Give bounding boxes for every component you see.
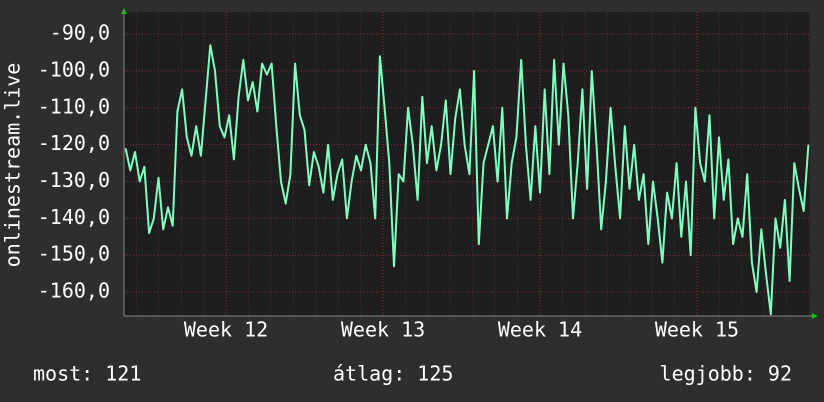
y-tick-label: -130,0: [38, 168, 110, 192]
x-tick-label: Week 14: [498, 318, 582, 342]
x-tick-label: Week 15: [655, 318, 739, 342]
x-tick-label: Week 12: [184, 318, 268, 342]
y-tick-label: -90,0: [50, 21, 110, 45]
y-tick-label: -160,0: [38, 279, 110, 303]
y-tick-label: -150,0: [38, 242, 110, 266]
footer-current: most: 121: [33, 362, 141, 386]
y-tick-label: -110,0: [38, 94, 110, 118]
x-tick-label: Week 13: [341, 318, 425, 342]
y-tick-label: -140,0: [38, 205, 110, 229]
data-line: [124, 44, 810, 316]
footer-best: legjobb: 92: [660, 362, 792, 386]
y-tick-label: -120,0: [38, 131, 110, 155]
footer-average: átlag: 125: [333, 362, 453, 386]
y-tick-label: -100,0: [38, 57, 110, 81]
axis-arrow: [812, 313, 818, 319]
y-axis-label: onlinestream.live: [1, 63, 25, 268]
